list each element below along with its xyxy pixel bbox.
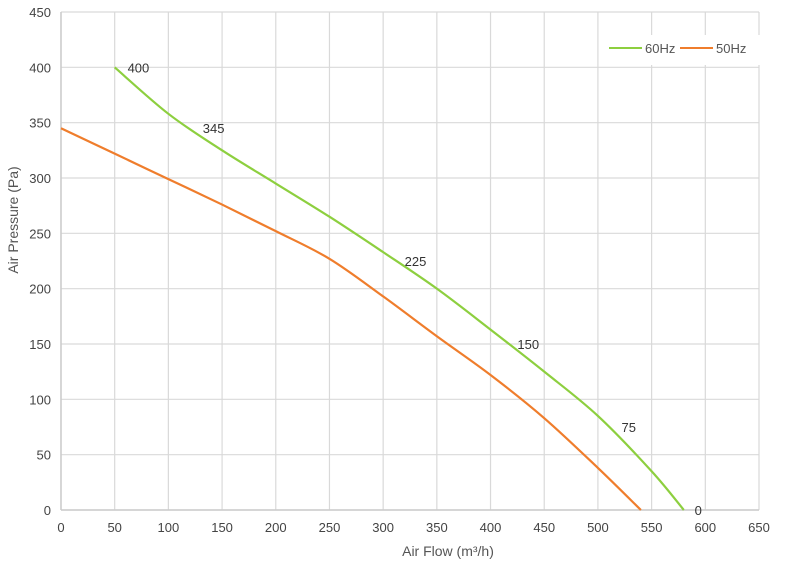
y-tick-label: 100 [29, 392, 51, 407]
x-tick-label: 100 [158, 520, 180, 535]
data-label: 0 [695, 503, 702, 518]
series-lines [60, 66, 685, 511]
x-tick-label: 0 [57, 520, 64, 535]
legend-label-50hz: 50Hz [716, 41, 746, 56]
x-tick-label: 250 [319, 520, 341, 535]
y-tick-label: 300 [29, 171, 51, 186]
x-tick-label: 550 [641, 520, 663, 535]
x-tick-label: 400 [480, 520, 502, 535]
x-tick-label: 300 [372, 520, 394, 535]
y-tick-label: 50 [37, 448, 51, 463]
x-tick-label: 650 [748, 520, 770, 535]
x-tick-label: 600 [694, 520, 716, 535]
x-tick-label: 200 [265, 520, 287, 535]
x-axis-title: Air Flow (m³/h) [402, 543, 494, 559]
legend-label-60hz: 60Hz [645, 41, 675, 56]
y-tick-label: 450 [29, 5, 51, 20]
legend-background [606, 35, 761, 65]
series-line-50hz [60, 127, 642, 511]
y-axis-ticks: 0 50 100 150 200 250 300 350 400 450 [29, 5, 51, 518]
y-tick-label: 250 [29, 226, 51, 241]
x-axis-ticks: 0 50 100 150 200 250 300 350 400 450 500 550 600 650 [57, 520, 769, 535]
x-tick-label: 450 [533, 520, 555, 535]
data-label: 345 [203, 121, 225, 136]
x-tick-label: 150 [211, 520, 233, 535]
legend: 60Hz 50Hz [606, 35, 761, 65]
x-tick-label: 50 [107, 520, 121, 535]
grid-lines [60, 11, 760, 511]
y-tick-label: 200 [29, 282, 51, 297]
data-labels: 400 345 225 150 75 0 [128, 60, 702, 518]
y-axis-title: Air Pressure (Pa) [5, 166, 21, 273]
data-label: 75 [622, 420, 636, 435]
data-label: 225 [405, 254, 427, 269]
series-line-60hz [113, 66, 685, 511]
y-tick-label: 0 [44, 503, 51, 518]
data-label: 150 [517, 337, 539, 352]
x-tick-label: 500 [587, 520, 609, 535]
y-tick-label: 150 [29, 337, 51, 352]
x-tick-label: 350 [426, 520, 448, 535]
y-tick-label: 400 [29, 60, 51, 75]
y-tick-label: 350 [29, 116, 51, 131]
data-label: 400 [128, 60, 150, 75]
